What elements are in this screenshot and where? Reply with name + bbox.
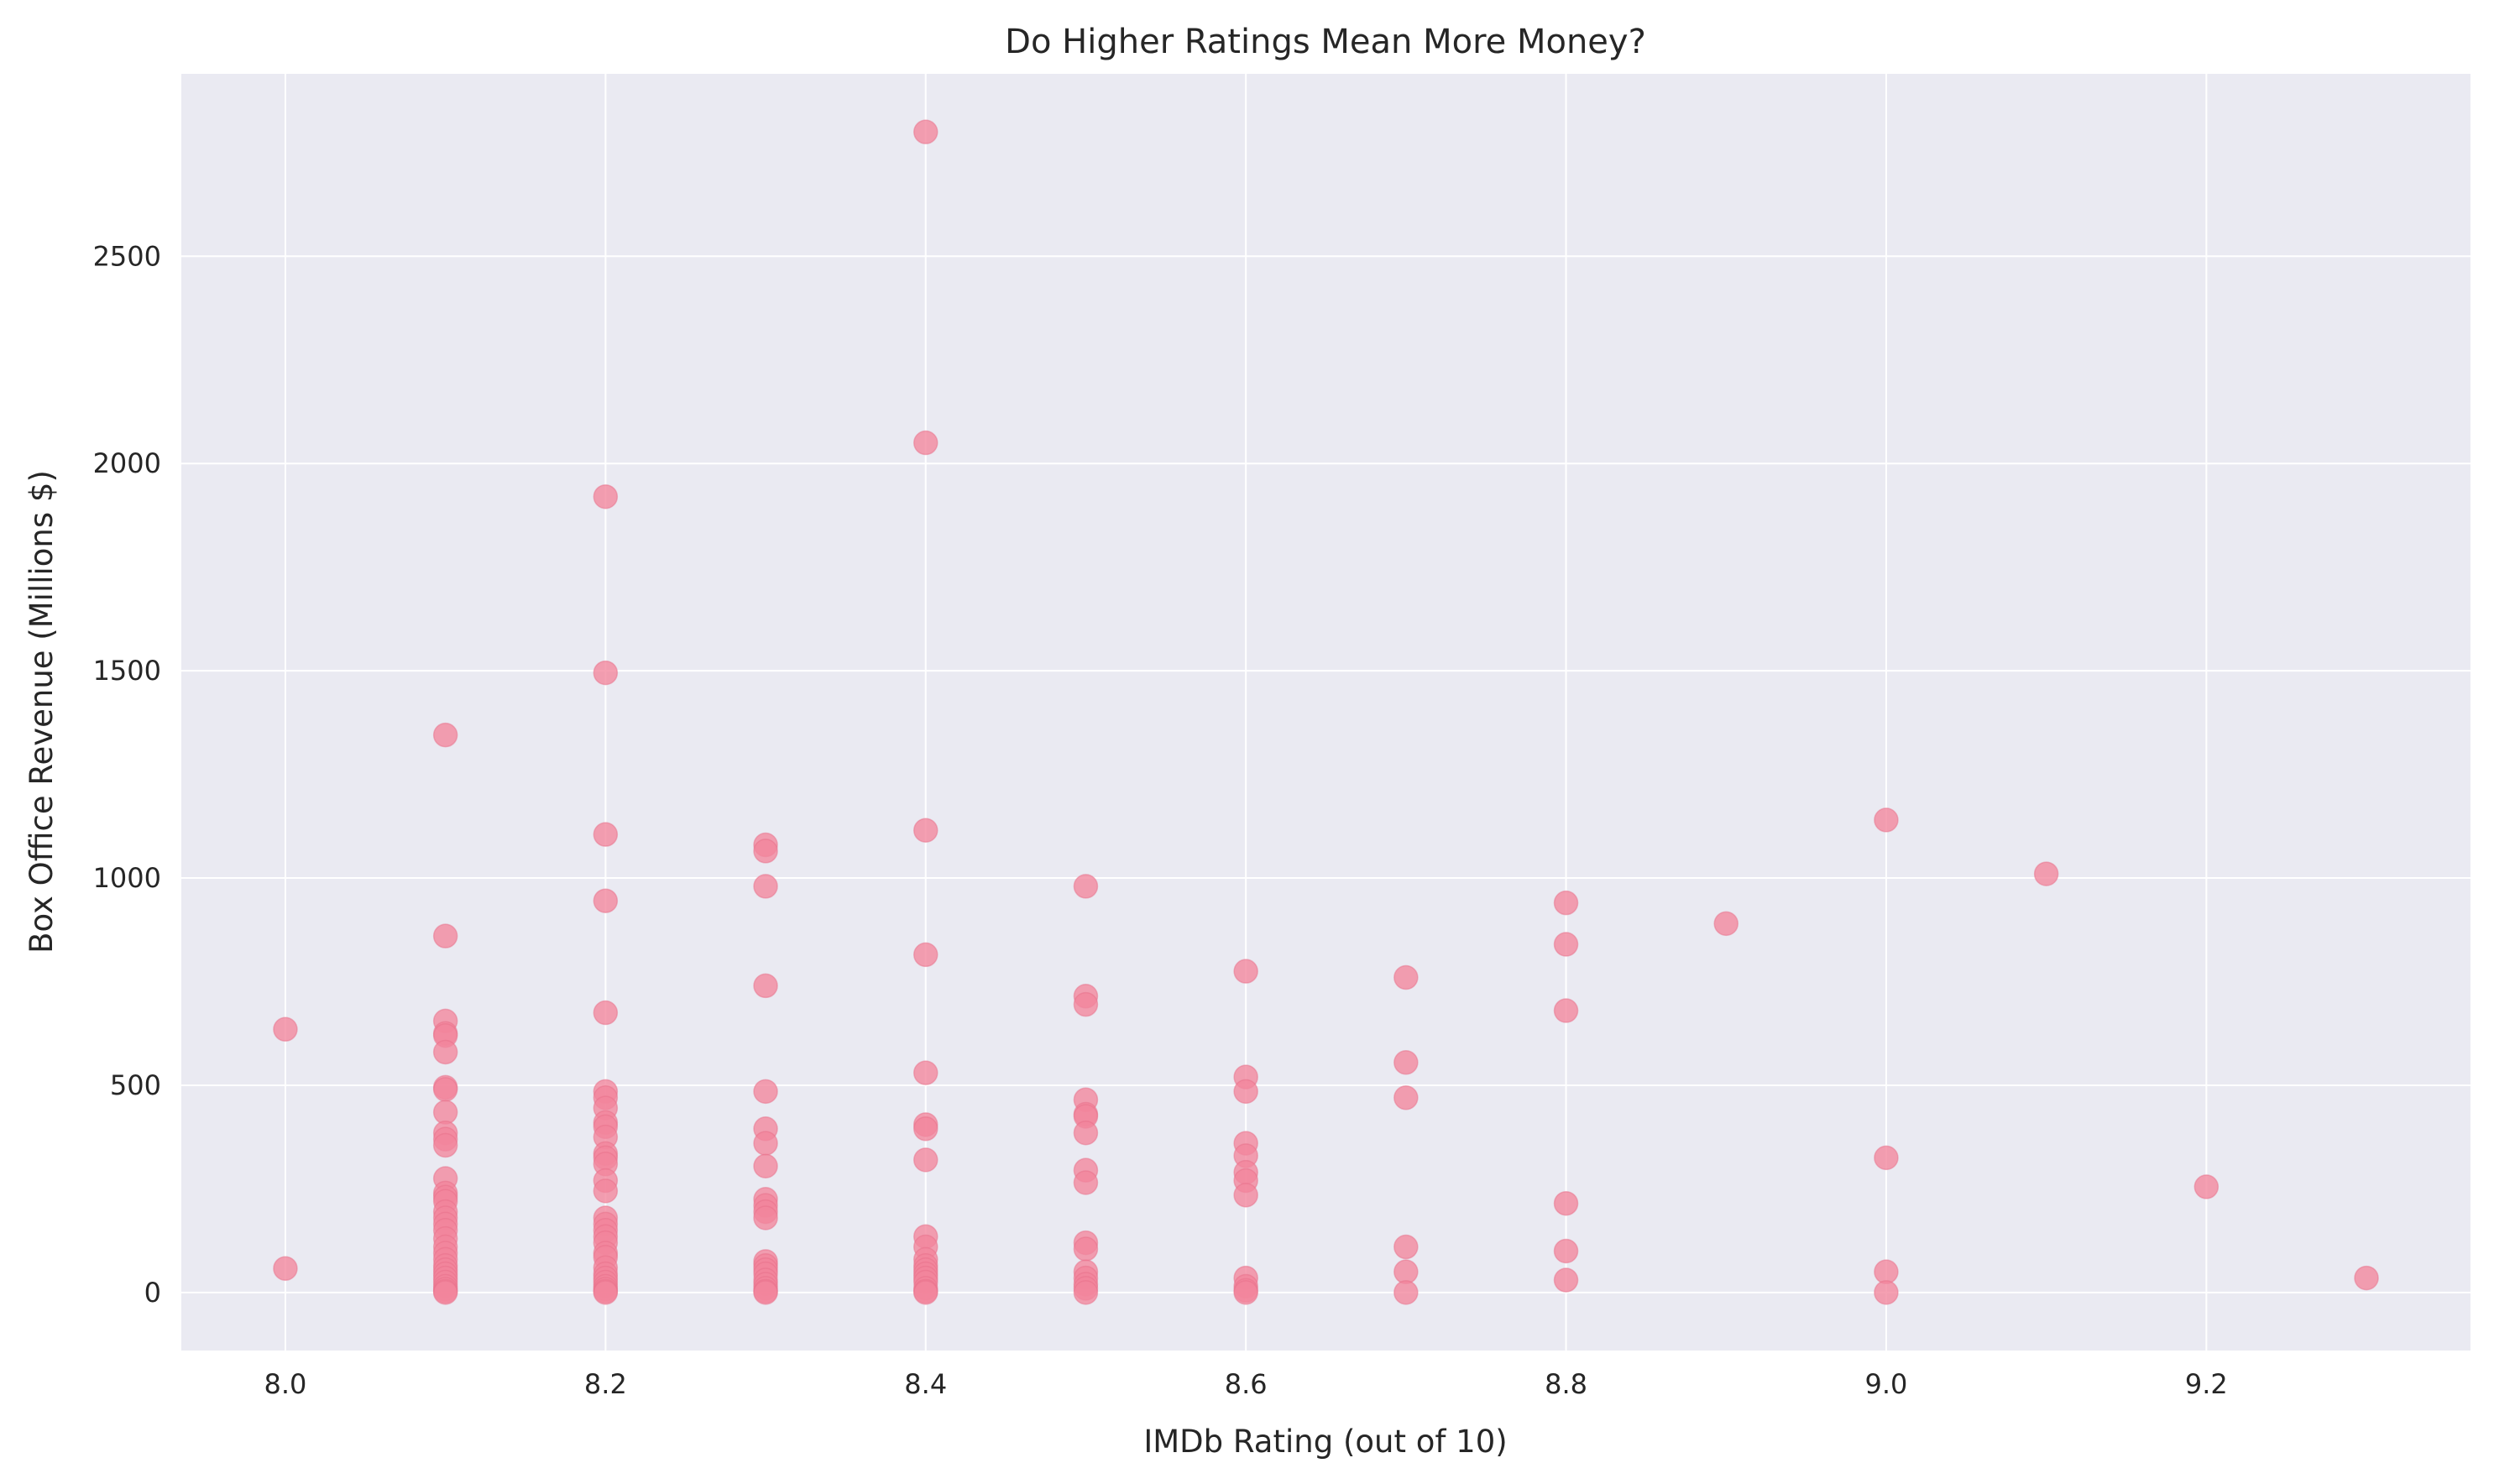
data-point xyxy=(913,119,939,144)
data-point xyxy=(753,1079,778,1105)
data-point xyxy=(593,1280,619,1305)
data-point xyxy=(593,1178,619,1204)
data-point xyxy=(913,430,939,456)
data-point xyxy=(2354,1265,2379,1291)
y-tick-label: 0 xyxy=(144,1277,161,1309)
y-tick-label: 2500 xyxy=(93,240,161,272)
x-tick-label: 8.2 xyxy=(584,1368,627,1400)
data-point xyxy=(1393,964,1419,990)
x-tick-label: 9.0 xyxy=(1865,1368,1908,1400)
data-point xyxy=(753,1131,778,1156)
data-point xyxy=(1393,1085,1419,1110)
data-point xyxy=(753,839,778,864)
data-point xyxy=(1874,1259,1899,1284)
data-point xyxy=(1073,1236,1099,1262)
data-point xyxy=(1553,1267,1579,1293)
x-tick-label: 8.4 xyxy=(904,1368,947,1400)
data-point xyxy=(913,1280,939,1305)
plot-area xyxy=(181,74,2470,1351)
data-point xyxy=(913,818,939,843)
data-point xyxy=(1233,959,1258,984)
data-point xyxy=(1393,1234,1419,1260)
x-tick-label: 8.8 xyxy=(1545,1368,1587,1400)
data-point xyxy=(1713,911,1738,937)
y-tick-labels: 0 500 1000 1500 2000 2500 xyxy=(93,240,161,1309)
data-point xyxy=(1553,1238,1579,1264)
data-point xyxy=(753,874,778,899)
data-point xyxy=(1073,874,1099,899)
data-point xyxy=(1874,1280,1899,1305)
data-point xyxy=(432,1280,458,1305)
data-point xyxy=(1553,932,1579,957)
grid-lines xyxy=(181,74,2470,1351)
y-tick-label: 500 xyxy=(110,1069,161,1101)
y-axis-label: Box Office Revenue (Millions $) xyxy=(24,470,60,954)
data-point xyxy=(1073,991,1099,1017)
data-point xyxy=(1393,1259,1419,1284)
data-point xyxy=(593,660,619,686)
data-point xyxy=(913,942,939,968)
data-point xyxy=(913,1060,939,1085)
data-point xyxy=(753,1153,778,1178)
data-point xyxy=(1073,1170,1099,1195)
data-point xyxy=(2193,1174,2220,1199)
data-point xyxy=(432,923,458,948)
data-point xyxy=(2033,861,2059,886)
data-point xyxy=(1073,1280,1099,1305)
y-tick-label: 1500 xyxy=(93,655,161,687)
data-point xyxy=(1553,998,1579,1023)
data-point xyxy=(1073,1120,1099,1146)
data-point xyxy=(1553,1190,1579,1216)
data-point xyxy=(432,722,458,748)
data-point xyxy=(753,1280,778,1305)
data-point xyxy=(432,1100,458,1125)
data-point xyxy=(273,1016,298,1042)
data-point xyxy=(1233,1183,1258,1208)
data-point xyxy=(913,1147,939,1173)
data-point xyxy=(1393,1280,1419,1305)
y-tick-label: 1000 xyxy=(93,862,161,894)
x-axis-label: IMDb Rating (out of 10) xyxy=(1143,1424,1507,1460)
x-tick-label: 8.0 xyxy=(264,1368,307,1400)
data-point xyxy=(593,1000,619,1026)
data-point xyxy=(593,888,619,913)
data-point xyxy=(273,1256,298,1281)
data-point xyxy=(593,483,619,509)
data-point xyxy=(753,1205,778,1231)
data-point xyxy=(913,1116,939,1142)
data-point xyxy=(1393,1050,1419,1075)
data-point xyxy=(1874,807,1899,833)
x-tick-label: 9.2 xyxy=(2185,1368,2228,1400)
x-tick-labels: 8.0 8.2 8.4 8.6 8.8 9.0 9.2 xyxy=(264,1368,2228,1400)
data-point xyxy=(432,1132,458,1158)
data-point xyxy=(1553,890,1579,916)
data-point xyxy=(753,973,778,999)
x-tick-label: 8.6 xyxy=(1225,1368,1268,1400)
chart-title: Do Higher Ratings Mean More Money? xyxy=(1005,23,1646,61)
data-point xyxy=(432,1077,458,1102)
data-points xyxy=(273,119,2379,1305)
y-tick-label: 2000 xyxy=(93,447,161,479)
data-point xyxy=(1874,1145,1899,1171)
data-point xyxy=(593,822,619,847)
data-point xyxy=(1233,1079,1258,1105)
data-point xyxy=(1233,1280,1258,1305)
data-point xyxy=(432,1039,458,1065)
